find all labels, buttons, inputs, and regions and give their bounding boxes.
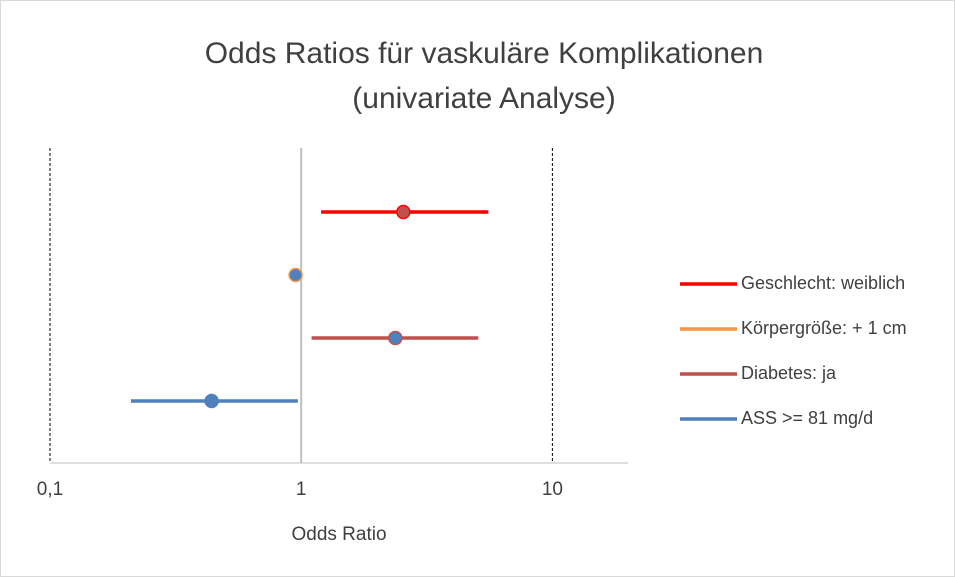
legend-label: Diabetes: ja bbox=[741, 363, 837, 383]
legend-label: Geschlecht: weiblich bbox=[741, 273, 905, 293]
x-axis-label: Odds Ratio bbox=[291, 524, 386, 545]
point-estimate bbox=[288, 267, 303, 283]
x-tick-label: 10 bbox=[542, 479, 563, 500]
legend-label: ASS >= 81 mg/d bbox=[741, 408, 873, 428]
legend-label: Körpergröße: + 1 cm bbox=[741, 318, 907, 338]
point-estimate bbox=[396, 204, 411, 220]
point-estimate bbox=[388, 330, 403, 346]
point-estimate bbox=[204, 393, 219, 409]
x-tick-label: 0,1 bbox=[37, 479, 63, 500]
chart-title: (univariate Analyse) bbox=[352, 82, 615, 115]
x-tick-label: 1 bbox=[296, 479, 307, 500]
chart-title: Odds Ratios für vaskuläre Komplikationen bbox=[205, 37, 764, 70]
